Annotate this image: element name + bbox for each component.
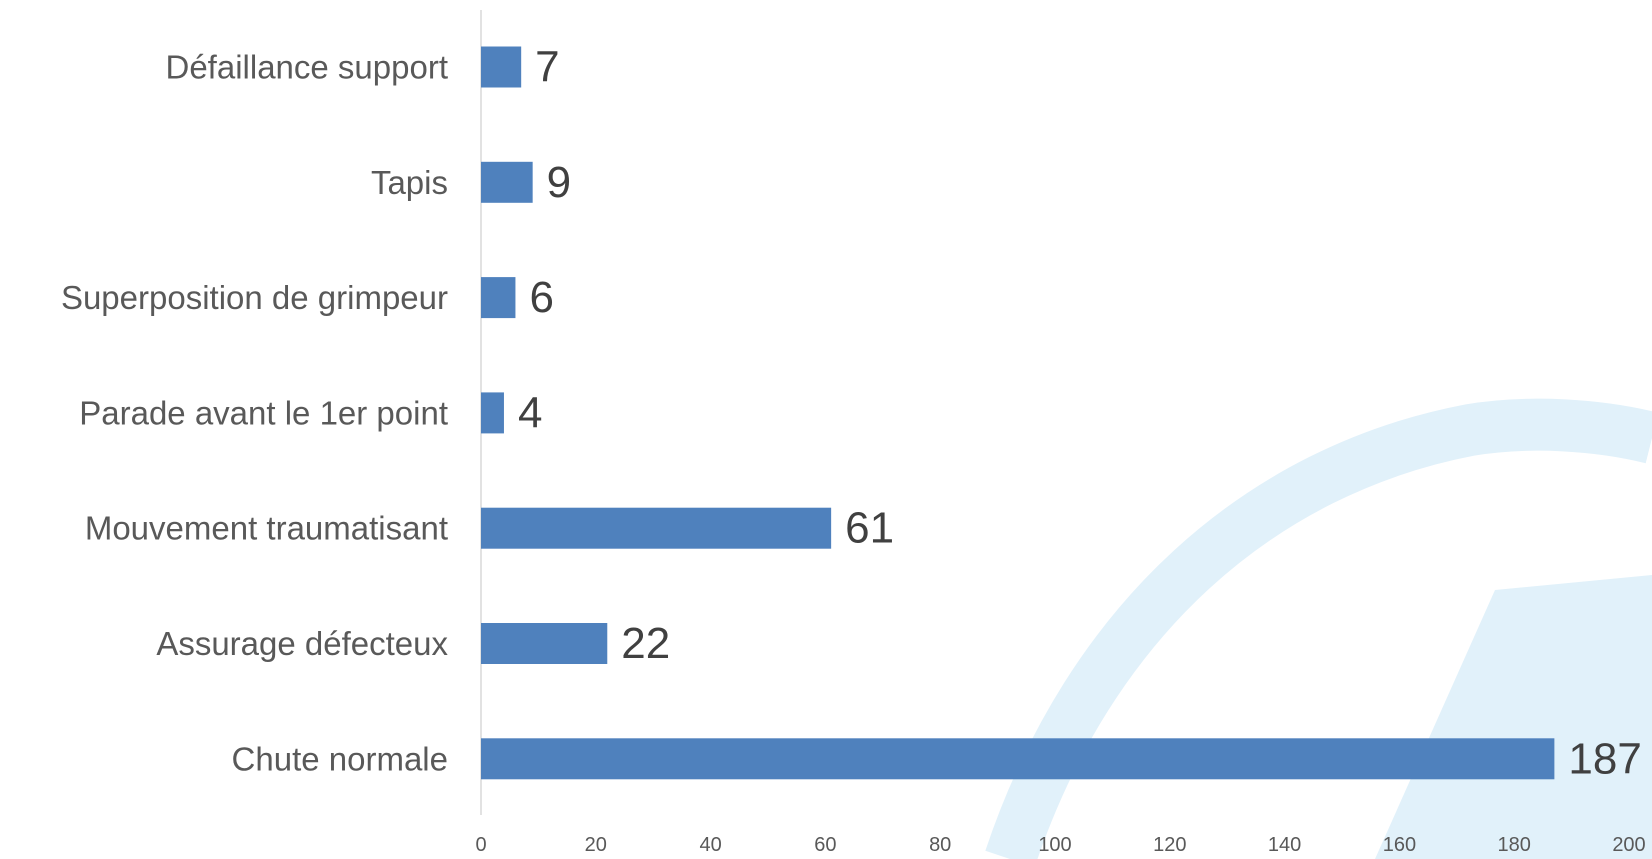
data-label: 61 [845,504,894,553]
data-label: 7 [535,43,559,92]
x-tick-label: 40 [699,834,721,856]
category-label: Mouvement traumatisant [85,510,448,547]
x-tick-label: 0 [475,834,486,856]
x-tick-label: 140 [1268,834,1301,856]
data-label: 187 [1568,734,1641,783]
x-tick-label: 120 [1153,834,1186,856]
x-axis-tick-labels: 0 20 40 60 80 100 120 140 160 180 200 [475,834,1645,856]
bar [481,738,1555,780]
x-tick-label: 180 [1498,834,1531,856]
x-tick-label: 60 [814,834,836,856]
x-tick-label: 100 [1038,834,1071,856]
background-arc [985,398,1652,859]
bar [481,392,504,434]
bar [481,277,516,319]
x-tick-label: 80 [929,834,951,856]
bar [481,161,533,203]
data-labels: 7 9 6 4 61 22 187 [518,43,1642,784]
x-tick-label: 20 [585,834,607,856]
category-label: Parade avant le 1er point [79,394,448,431]
category-label: Défaillance support [166,49,449,86]
category-label: Superposition de grimpeur [61,279,448,316]
bar [481,46,522,88]
data-label: 9 [547,158,571,207]
bar [481,507,832,549]
background-slant-band [1375,575,1652,859]
category-label: Assurage défecteux [156,625,448,662]
x-tick-label: 160 [1383,834,1416,856]
background-watermark-shape [985,398,1652,859]
data-label: 4 [518,388,542,437]
data-label: 6 [529,273,553,322]
data-label: 22 [621,619,670,668]
category-label: Chute normale [232,740,448,777]
x-tick-label: 200 [1612,834,1645,856]
category-label: Tapis [371,164,448,201]
bar [481,623,608,664]
bar-series [481,46,1555,780]
category-labels: Défaillance support Tapis Superposition de… [61,49,449,778]
